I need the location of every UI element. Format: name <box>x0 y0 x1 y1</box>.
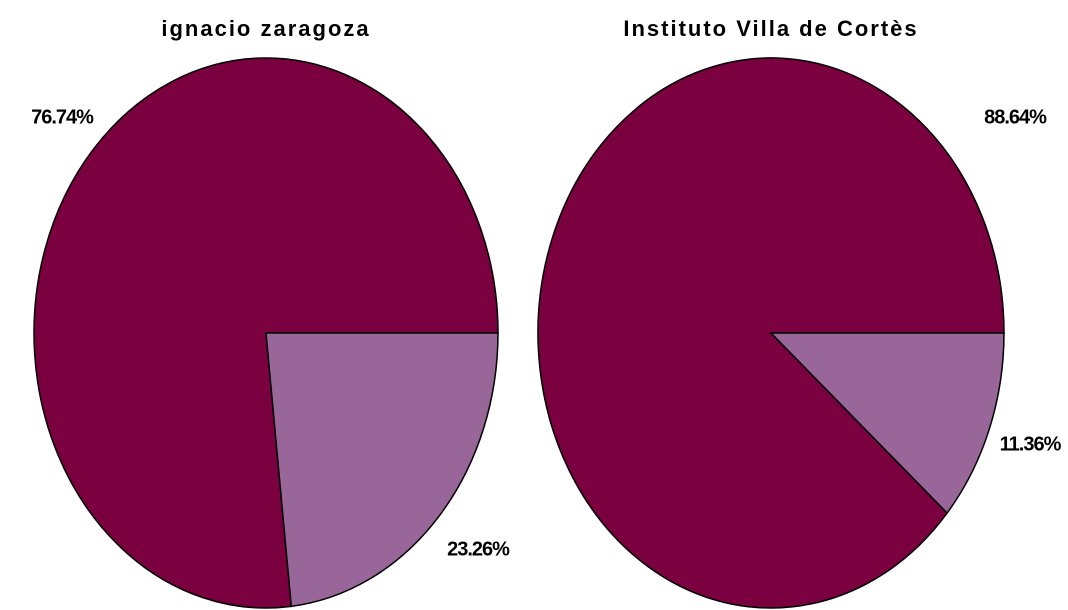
pie-slice <box>33 57 499 609</box>
value-label: 88.64% <box>984 106 1047 128</box>
pie-slice <box>537 57 1005 609</box>
value-label: 11.36% <box>1000 433 1062 455</box>
chart-title: ignacio zaragoza <box>161 16 370 41</box>
chart-title: Instituto Villa de Cortès <box>623 16 918 41</box>
pie-slice <box>265 332 499 608</box>
value-label: 23.26% <box>447 538 510 560</box>
value-label: 76.74% <box>31 106 94 128</box>
pie-slice <box>769 332 1005 515</box>
